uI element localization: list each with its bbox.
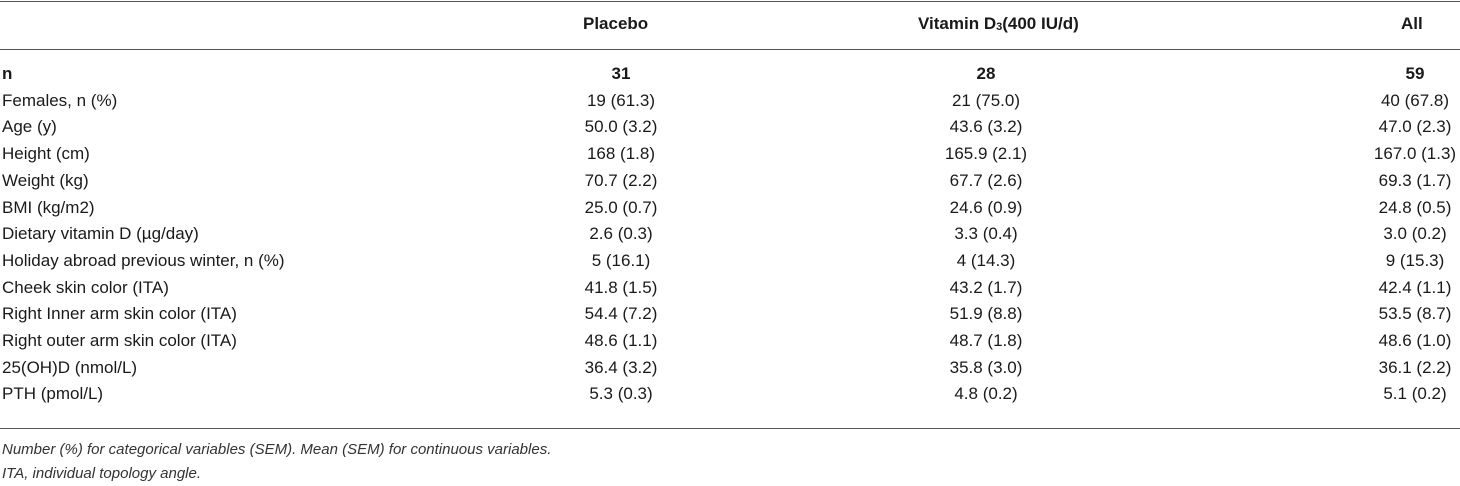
cell-placebo: 5.3 (0.3) bbox=[589, 384, 653, 404]
cell-all: 69.3 (1.7) bbox=[1378, 170, 1452, 190]
cell-all: 5.1 (0.2) bbox=[1383, 384, 1447, 404]
cell-placebo: 70.7 (2.2) bbox=[584, 170, 658, 190]
cell-all: 40 (67.8) bbox=[1380, 90, 1450, 110]
row-label: Holiday abroad previous winter, n (%) bbox=[2, 250, 285, 270]
cell-vitamin-d: 67.7 (2.6) bbox=[949, 170, 1023, 190]
cell-vitamin-d: 21 (75.0) bbox=[951, 90, 1021, 110]
cell-all: 167.0 (1.3) bbox=[1373, 144, 1457, 164]
cell-placebo: 54.4 (7.2) bbox=[584, 304, 658, 324]
cell-vitamin-d: 43.6 (3.2) bbox=[949, 117, 1023, 137]
table-row: Age (y) 50.0 (3.2) 43.6 (3.2) 47.0 (2.3) bbox=[0, 117, 1460, 143]
cell-placebo: 50.0 (3.2) bbox=[584, 117, 658, 137]
cell-vitamin-d: 4.8 (0.2) bbox=[954, 384, 1018, 404]
row-label: n bbox=[2, 64, 13, 83]
cell-placebo: 19 (61.3) bbox=[586, 90, 656, 110]
row-label: Height (cm) bbox=[2, 144, 90, 164]
row-label: 25(OH)D (nmol/L) bbox=[2, 357, 138, 377]
cell-vitamin-d: 51.9 (8.8) bbox=[949, 304, 1023, 324]
row-label: Females, n (%) bbox=[2, 90, 118, 110]
table-row: Cheek skin color (ITA) 41.8 (1.5) 43.2 (1.… bbox=[0, 278, 1460, 304]
table-row: PTH (pmol/L) 5.3 (0.3) 4.8 (0.2) 5.1 (0.2) bbox=[0, 384, 1460, 410]
cell-all: 36.1 (2.2) bbox=[1378, 357, 1452, 377]
table-row: 25(OH)D (nmol/L) 36.4 (3.2) 35.8 (3.0) 36.1… bbox=[0, 358, 1460, 384]
cell-all: 48.6 (1.0) bbox=[1378, 331, 1452, 350]
cell-all: 42.4 (1.1) bbox=[1378, 277, 1452, 297]
table-row: Holiday abroad previous winter, n (%) 5 (… bbox=[0, 251, 1460, 277]
cell-placebo: 25.0 (0.7) bbox=[584, 197, 658, 217]
cell-placebo: 41.8 (1.5) bbox=[584, 277, 658, 297]
table-row: Height (cm) 168 (1.8) 165.9 (2.1) 167.0 (1.… bbox=[0, 144, 1460, 170]
row-label: Dietary vitamin D (µg/day) bbox=[2, 224, 199, 244]
cell-placebo: 36.4 (3.2) bbox=[584, 357, 658, 377]
cell-vitamin-d: 3.3 (0.4) bbox=[954, 224, 1018, 244]
header-vitamin-d3: Vitamin D3(400 IU/d) bbox=[918, 14, 1079, 34]
cell-placebo: 48.6 (1.1) bbox=[584, 331, 658, 350]
cell-placebo: 31 bbox=[611, 64, 631, 83]
cell-placebo: 2.6 (0.3) bbox=[589, 224, 653, 244]
cell-vitamin-d: 48.7 (1.8) bbox=[949, 331, 1023, 350]
cell-vitamin-d: 43.2 (1.7) bbox=[949, 277, 1023, 297]
header-all: All bbox=[1401, 14, 1423, 33]
table-row: Right Inner arm skin color (ITA) 54.4 (7.… bbox=[0, 304, 1460, 330]
header-rule bbox=[0, 49, 1460, 50]
row-label: Weight (kg) bbox=[2, 170, 89, 190]
cell-all: 53.5 (8.7) bbox=[1378, 304, 1452, 324]
footnote-stats: Number (%) for categorical variables (SE… bbox=[2, 441, 552, 458]
cell-vitamin-d: 165.9 (2.1) bbox=[944, 144, 1028, 164]
table-row: Dietary vitamin D (µg/day) 2.6 (0.3) 3.3 (… bbox=[0, 224, 1460, 250]
cell-all: 59 bbox=[1405, 64, 1425, 83]
table-row: Females, n (%) 19 (61.3) 21 (75.0) 40 (67.8… bbox=[0, 91, 1460, 117]
cell-vitamin-d: 24.6 (0.9) bbox=[949, 197, 1023, 217]
header-vitamin-d-text: Vitamin D bbox=[918, 14, 997, 33]
table-row: Right outer arm skin color (ITA) 48.6 (1.… bbox=[0, 331, 1460, 357]
cell-placebo: 5 (16.1) bbox=[591, 250, 651, 270]
row-label: Right Inner arm skin color (ITA) bbox=[2, 304, 237, 324]
row-label: Right outer arm skin color (ITA) bbox=[2, 331, 237, 350]
footnote-ita: ITA, individual topology angle. bbox=[2, 465, 202, 482]
cell-vitamin-d: 35.8 (3.0) bbox=[949, 357, 1023, 377]
cell-vitamin-d: 28 bbox=[976, 64, 996, 83]
table-row: n 31 28 59 bbox=[0, 64, 1460, 90]
table-row: Weight (kg) 70.7 (2.2) 67.7 (2.6) 69.3 (1.7… bbox=[0, 171, 1460, 197]
cell-all: 24.8 (0.5) bbox=[1378, 197, 1452, 217]
cell-all: 3.0 (0.2) bbox=[1383, 224, 1447, 244]
table-row: BMI (kg/m2) 25.0 (0.7) 24.6 (0.9) 24.8 (0.5… bbox=[0, 198, 1460, 224]
header-placebo: Placebo bbox=[583, 14, 649, 33]
row-label: Age (y) bbox=[2, 117, 57, 137]
row-label: PTH (pmol/L) bbox=[2, 384, 104, 404]
header-vitamin-d-subscript: 3 bbox=[996, 21, 1003, 33]
bottom-rule bbox=[0, 428, 1460, 429]
cell-vitamin-d: 4 (14.3) bbox=[956, 250, 1016, 270]
header-vitamin-d-dose: (400 IU/d) bbox=[1002, 14, 1079, 33]
cell-all: 9 (15.3) bbox=[1385, 250, 1445, 270]
cell-placebo: 168 (1.8) bbox=[586, 144, 656, 164]
cell-all: 47.0 (2.3) bbox=[1378, 117, 1452, 137]
row-label: BMI (kg/m2) bbox=[2, 197, 95, 217]
top-rule bbox=[0, 1, 1460, 2]
row-label: Cheek skin color (ITA) bbox=[2, 277, 169, 297]
